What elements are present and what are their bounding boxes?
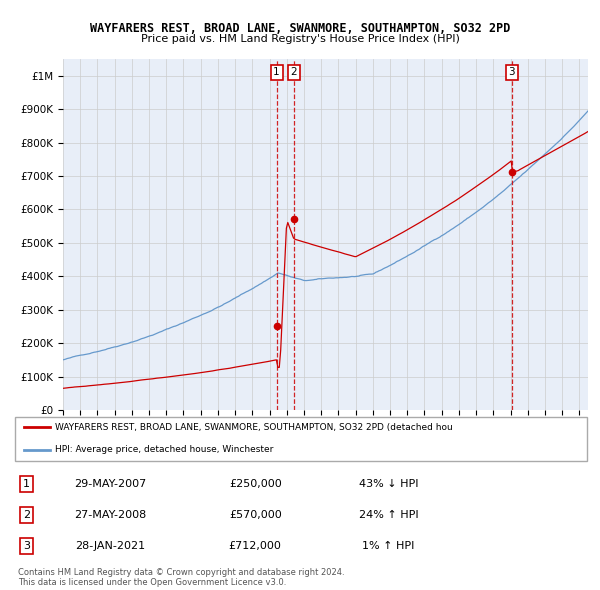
Text: 24% ↑ HPI: 24% ↑ HPI (359, 510, 418, 520)
Text: Price paid vs. HM Land Registry's House Price Index (HPI): Price paid vs. HM Land Registry's House … (140, 34, 460, 44)
Text: 43% ↓ HPI: 43% ↓ HPI (359, 478, 418, 489)
Text: 1% ↑ HPI: 1% ↑ HPI (362, 541, 415, 551)
Text: 3: 3 (509, 67, 515, 77)
Text: £570,000: £570,000 (229, 510, 281, 520)
Text: 1: 1 (274, 67, 280, 77)
FancyBboxPatch shape (15, 417, 587, 461)
Text: WAYFARERS REST, BROAD LANE, SWANMORE, SOUTHAMPTON, SO32 2PD (detached hou: WAYFARERS REST, BROAD LANE, SWANMORE, SO… (55, 423, 453, 432)
Text: WAYFARERS REST, BROAD LANE, SWANMORE, SOUTHAMPTON, SO32 2PD: WAYFARERS REST, BROAD LANE, SWANMORE, SO… (90, 22, 510, 35)
Text: 29-MAY-2007: 29-MAY-2007 (74, 478, 146, 489)
Text: 3: 3 (23, 541, 30, 551)
Text: Contains HM Land Registry data © Crown copyright and database right 2024.
This d: Contains HM Land Registry data © Crown c… (18, 568, 344, 587)
Text: 28-JAN-2021: 28-JAN-2021 (76, 541, 145, 551)
Text: 2: 2 (290, 67, 297, 77)
Text: HPI: Average price, detached house, Winchester: HPI: Average price, detached house, Winc… (55, 445, 274, 454)
Text: 2: 2 (23, 510, 30, 520)
Text: £250,000: £250,000 (229, 478, 281, 489)
Text: 1: 1 (23, 478, 30, 489)
Text: 27-MAY-2008: 27-MAY-2008 (74, 510, 146, 520)
Text: £712,000: £712,000 (229, 541, 281, 551)
